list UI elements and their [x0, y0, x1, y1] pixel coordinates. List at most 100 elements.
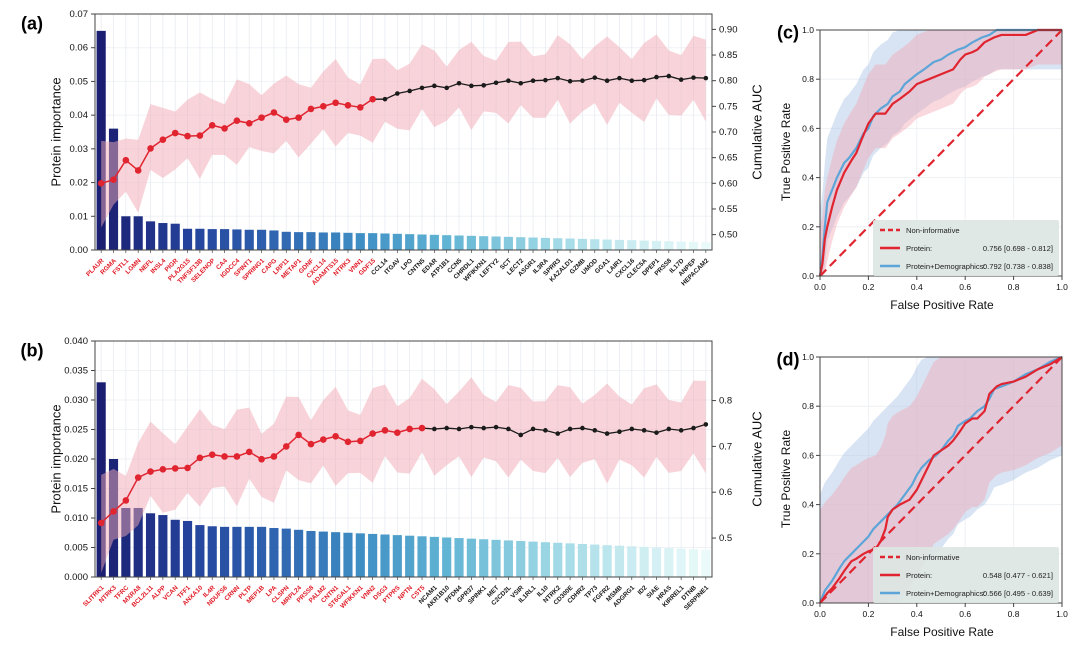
importance-bar — [651, 240, 662, 250]
auc-point — [518, 432, 524, 438]
tick-label: 0.4 — [911, 609, 923, 619]
auc-point — [196, 454, 204, 462]
auc-point — [97, 180, 105, 187]
auc-point — [567, 426, 573, 432]
importance-bar — [220, 526, 230, 577]
importance-bar — [639, 546, 649, 577]
auc-point — [344, 438, 352, 446]
tick-label: 0.02 — [70, 178, 89, 189]
tick-label: 0.8 — [719, 396, 732, 407]
importance-bar — [294, 232, 304, 250]
tick-label: 0.0 — [814, 282, 826, 292]
importance-bar — [343, 232, 353, 250]
importance-bar — [688, 549, 699, 577]
importance-bar — [614, 545, 625, 577]
tick-label: 0.010 — [64, 513, 88, 524]
importance-bar — [392, 535, 402, 577]
auc-point — [493, 80, 499, 86]
importance-bar — [590, 544, 600, 577]
auc-point — [184, 132, 191, 140]
importance-bar — [355, 533, 365, 577]
panel-a-ylabel-left: Protein importance — [48, 77, 64, 187]
importance-bar — [318, 232, 328, 250]
auc-point — [555, 75, 561, 81]
auc-point — [703, 75, 709, 81]
tick-label: 1.0 — [802, 352, 814, 362]
auc-point — [678, 428, 684, 433]
tick-label: 0.8 — [1008, 282, 1020, 292]
auc-point — [629, 78, 635, 83]
combo-roc-curve — [818, 28, 1062, 277]
auc-point — [406, 425, 413, 433]
auc-point — [555, 431, 561, 436]
importance-bar — [491, 236, 501, 250]
tick-label: 0.75 — [719, 101, 738, 112]
auc-point — [617, 429, 622, 435]
tick-label: 0.7 — [719, 441, 732, 452]
importance-bar — [540, 237, 550, 250]
importance-bar — [565, 238, 575, 250]
auc-point — [233, 117, 241, 125]
legend-noninformative-label: Non-informative — [906, 226, 960, 235]
tick-label: 0.06 — [70, 43, 89, 54]
importance-bar — [664, 548, 674, 577]
auc-point — [407, 88, 412, 94]
importance-bar — [257, 526, 267, 577]
auc-point — [580, 425, 585, 431]
tick-label: 0.80 — [719, 76, 738, 87]
panel-a-letter: (a) — [21, 13, 43, 34]
auc-point — [319, 103, 327, 110]
auc-point — [678, 77, 684, 82]
tick-label: 0.6 — [959, 282, 971, 292]
tick-label: 0.0 — [802, 271, 814, 281]
auc-point — [110, 176, 117, 184]
auc-point — [506, 78, 511, 83]
auc-point — [592, 75, 598, 80]
tick-label: 0.2 — [802, 549, 814, 559]
importance-bar — [528, 541, 538, 577]
importance-bar — [145, 513, 156, 577]
importance-bar — [565, 543, 575, 577]
importance-bar — [244, 526, 254, 577]
importance-bar — [528, 237, 538, 250]
auc-point — [208, 122, 216, 129]
panel-d-ylabel: True Positive Rate — [779, 429, 793, 529]
importance-bar — [429, 234, 439, 250]
importance-bar — [170, 223, 180, 250]
importance-bar — [688, 241, 699, 250]
auc-point — [456, 80, 462, 86]
importance-bar — [664, 241, 674, 250]
importance-bar — [281, 528, 291, 577]
importance-bar — [331, 232, 341, 250]
auc-point — [122, 497, 130, 504]
importance-bar — [96, 30, 106, 250]
importance-bar — [355, 233, 365, 250]
tick-label: 0.035 — [64, 366, 88, 377]
tick-label: 0.4 — [802, 500, 814, 510]
importance-bar — [207, 229, 217, 250]
panel-d-roc-chart: 0.00.0 0.2 0.2 0.4 0.4 0.6 0.6 0.8 0.8 1.0 1.0 Non-… — [802, 352, 1068, 619]
auc-point — [641, 428, 647, 433]
importance-bar — [466, 235, 476, 250]
importance-bar — [454, 235, 464, 250]
importance-bar — [454, 538, 464, 577]
auc-point — [592, 428, 598, 433]
auc-point — [332, 99, 339, 107]
auc-point — [432, 83, 437, 89]
panel-a-importance-chart: 0.00 0.01 0.02 0.03 0.04 0.05 0.06 0.07 0.50 0.55… — [70, 9, 738, 287]
noninformative-line — [819, 29, 1063, 277]
auc-point — [245, 119, 253, 127]
tick-label: 1.0 — [802, 25, 814, 35]
auc-point — [171, 129, 179, 137]
importance-bar — [639, 240, 649, 250]
auc-point — [530, 426, 536, 432]
auc-point — [270, 109, 278, 116]
importance-bar — [232, 526, 242, 577]
tick-label: 0.8 — [802, 74, 814, 84]
auc-point — [171, 465, 179, 472]
auc-point — [381, 427, 389, 434]
importance-bar — [269, 528, 279, 577]
auc-point — [282, 116, 290, 123]
auc-point — [270, 453, 278, 460]
tick-label: 0.8 — [802, 401, 814, 411]
